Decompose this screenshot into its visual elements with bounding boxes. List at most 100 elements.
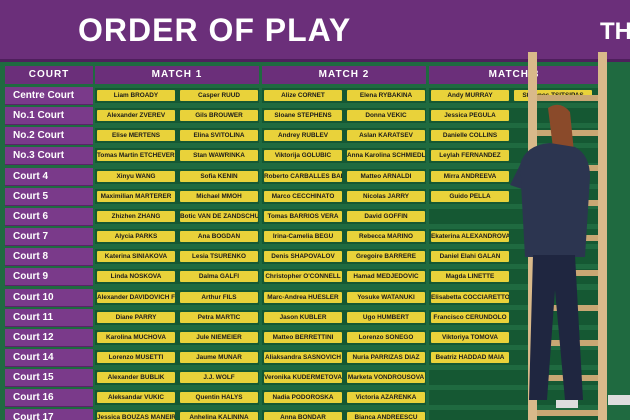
player-name: Guido PELLA xyxy=(431,190,509,202)
name-slot xyxy=(429,370,599,386)
player-name: Daniel Elahi GALAN xyxy=(431,251,509,263)
player-name: Liam BROADY xyxy=(97,90,175,101)
player-name: Rebecca MARINO xyxy=(347,231,425,243)
player-name: Elisabetta COCCIARETTO xyxy=(431,291,509,303)
player-name: Marc-Andrea HUESLER xyxy=(264,291,342,303)
player-name: Elina SVITOLINA xyxy=(180,130,258,142)
player-name: Matteo BERRETTINI xyxy=(264,331,342,343)
player-name: Aleksandar VUKIC xyxy=(97,392,175,404)
title-bar xyxy=(0,0,630,62)
column-header: COURT xyxy=(5,66,93,84)
player-name: Gregoire BARRERE xyxy=(347,251,425,263)
player-name: Xinyu WANG xyxy=(97,170,175,182)
player-name: Alize CORNET xyxy=(264,90,342,101)
court-label: Court 12 xyxy=(5,328,93,347)
name-slot xyxy=(95,410,259,420)
player-name: Diane PARRY xyxy=(97,311,175,323)
court-label: No.1 Court xyxy=(5,107,93,126)
player-name: Anhelina KALININA xyxy=(180,412,258,420)
player-name: Andrey RUBLEV xyxy=(264,130,342,142)
player-name: Botic VAN DE ZANDSCHULP xyxy=(180,210,258,222)
player-name: Ana BOGDAN xyxy=(180,231,258,243)
player-name: Jessica BOUZAS MANEIRO xyxy=(97,412,175,420)
player-name: Anna BONDAR xyxy=(264,412,342,420)
player-name: Arthur FILS xyxy=(180,291,258,303)
court-label: Court 4 xyxy=(5,167,93,186)
player-name: Zhizhen ZHANG xyxy=(97,210,175,222)
court-label: Centre Court xyxy=(5,87,93,105)
player-name: Nicolas JARRY xyxy=(347,190,425,202)
player-name: Elise MERTENS xyxy=(97,130,175,142)
player-name: Casper RUUD xyxy=(180,90,258,101)
player-name: Alexander DAVIDOVICH FOKINA xyxy=(97,291,175,303)
player-name: Elena RYBAKINA xyxy=(347,90,425,101)
player-name: Viktoriya TOMOVA xyxy=(431,331,509,343)
player-name: Donna VEKIC xyxy=(347,110,425,122)
court-label: Court 16 xyxy=(5,389,93,408)
player-name: Jule NIEMEIER xyxy=(180,331,258,343)
player-name: Francisco CERUNDOLO xyxy=(431,311,509,323)
player-name: Nadia PODOROSKA xyxy=(264,392,342,404)
court-label: Court 6 xyxy=(5,207,93,226)
player-name: Yosuke WATANUKI xyxy=(347,291,425,303)
person xyxy=(510,104,630,408)
player-name: Lesia TSURENKO xyxy=(180,251,258,263)
player-name: Ekaterina ALEXANDROVA xyxy=(431,231,509,243)
player-name: Matteo ARNALDI xyxy=(347,170,425,182)
player-name: J.J. WOLF xyxy=(180,372,258,384)
court-label: No.2 Court xyxy=(5,127,93,146)
player-name: Hamad MEDJEDOVIC xyxy=(347,271,425,283)
player-name: Leylah FERNANDEZ xyxy=(431,150,509,162)
name-slot xyxy=(262,410,426,420)
player-name: Jason KUBLER xyxy=(264,311,342,323)
player-name: Karolina MUCHOVA xyxy=(97,331,175,343)
player-name: Alexander BUBLIK xyxy=(97,372,175,384)
column-header: MATCH 1 xyxy=(95,66,259,84)
name-slot xyxy=(429,410,599,420)
court-label: Court 8 xyxy=(5,248,93,267)
player-name: Marketa VONDROUSOVA xyxy=(347,372,425,384)
court-label: Court 10 xyxy=(5,288,93,307)
player-name: Katerina SINIAKOVA xyxy=(97,251,175,263)
player-name: Andy MURRAY xyxy=(431,90,509,101)
court-label: No.3 Court xyxy=(5,147,93,166)
column-header: MATCH 3 xyxy=(429,66,599,84)
player-name: Alexander ZVEREV xyxy=(97,110,175,122)
player-name: Dalma GALFI xyxy=(180,271,258,283)
player-name: Denis SHAPOVALOV xyxy=(264,251,342,263)
player-name: Anna Karolina SCHMIEDLOVA xyxy=(347,150,425,162)
player-name: Bianca ANDREESCU xyxy=(347,412,425,420)
court-label: Court 17 xyxy=(5,409,93,420)
column-header: MATCH 2 xyxy=(262,66,426,84)
court-label: Court 7 xyxy=(5,228,93,247)
player-name: Aslan KARATSEV xyxy=(347,130,425,142)
player-name: Lorenzo MUSETTI xyxy=(97,351,175,363)
player-name: Sloane STEPHENS xyxy=(264,110,342,122)
player-name: Mirra ANDREEVA xyxy=(431,170,509,182)
player-name: Beatriz HADDAD MAIA xyxy=(431,351,509,363)
board-title-partial: TH xyxy=(600,18,630,45)
court-label: Court 5 xyxy=(5,187,93,206)
player-name: Jessica PEGULA xyxy=(431,110,509,122)
player-name: Magda LINETTE xyxy=(431,271,509,283)
player-name: Quentin HALYS xyxy=(180,392,258,404)
board-title: ORDER OF PLAY xyxy=(78,12,352,48)
player-name: Michael MMOH xyxy=(180,190,258,202)
player-name: Tomas Martin ETCHEVERRY xyxy=(97,150,175,162)
player-name: Nuria PARRIZAS DIAZ xyxy=(347,351,425,363)
player-name: Tomas BARRIOS VERA xyxy=(264,210,342,222)
player-name: Veronika KUDERMETOVA xyxy=(264,372,342,384)
player-name: Gils BROUWER xyxy=(180,110,258,122)
player-name: Maximilian MARTERER xyxy=(97,190,175,202)
player-name: Sofia KENIN xyxy=(180,170,258,182)
player-name: Lorenzo SONEGO xyxy=(347,331,425,343)
player-name: Ugo HUMBERT xyxy=(347,311,425,323)
player-name: Petra MARTIC xyxy=(180,311,258,323)
player-name: David GOFFIN xyxy=(347,210,425,222)
player-name: Irina-Camelia BEGU xyxy=(264,231,342,243)
player-name: Danielle COLLINS xyxy=(431,130,509,142)
player-name: Christopher O'CONNELL xyxy=(264,271,342,283)
player-name: Victoria AZARENKA xyxy=(347,392,425,404)
